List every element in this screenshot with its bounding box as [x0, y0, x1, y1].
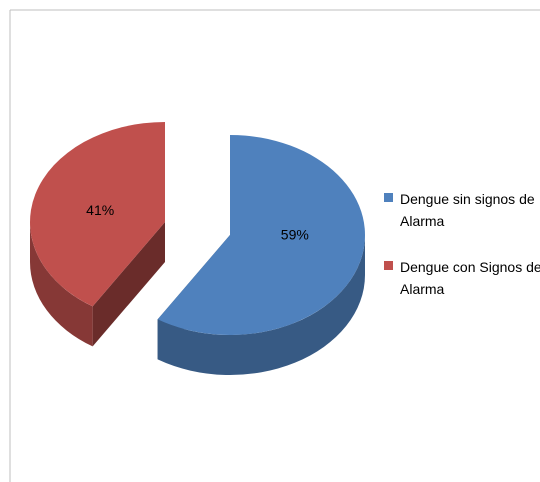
- data-label: 59%: [281, 226, 309, 242]
- data-labels: 41% 59%: [86, 202, 309, 242]
- slice: [157, 135, 366, 336]
- slice-side: [30, 222, 93, 347]
- data-label: 41%: [86, 202, 114, 218]
- slice: [30, 122, 165, 307]
- slice-side: [157, 235, 365, 375]
- legend-label: Dengue con Signos de Alarma: [400, 259, 540, 297]
- slice-cut-face: [92, 222, 165, 347]
- legend-entry: Dengue con Signos de Alarma: [384, 256, 540, 300]
- legend-swatch: [384, 193, 393, 202]
- pie: [30, 122, 366, 375]
- legend-swatch: [384, 261, 393, 270]
- legend-entry: Dengue sin signos de Alarma: [384, 188, 540, 232]
- legend-label: Dengue sin signos de Alarma: [400, 191, 535, 229]
